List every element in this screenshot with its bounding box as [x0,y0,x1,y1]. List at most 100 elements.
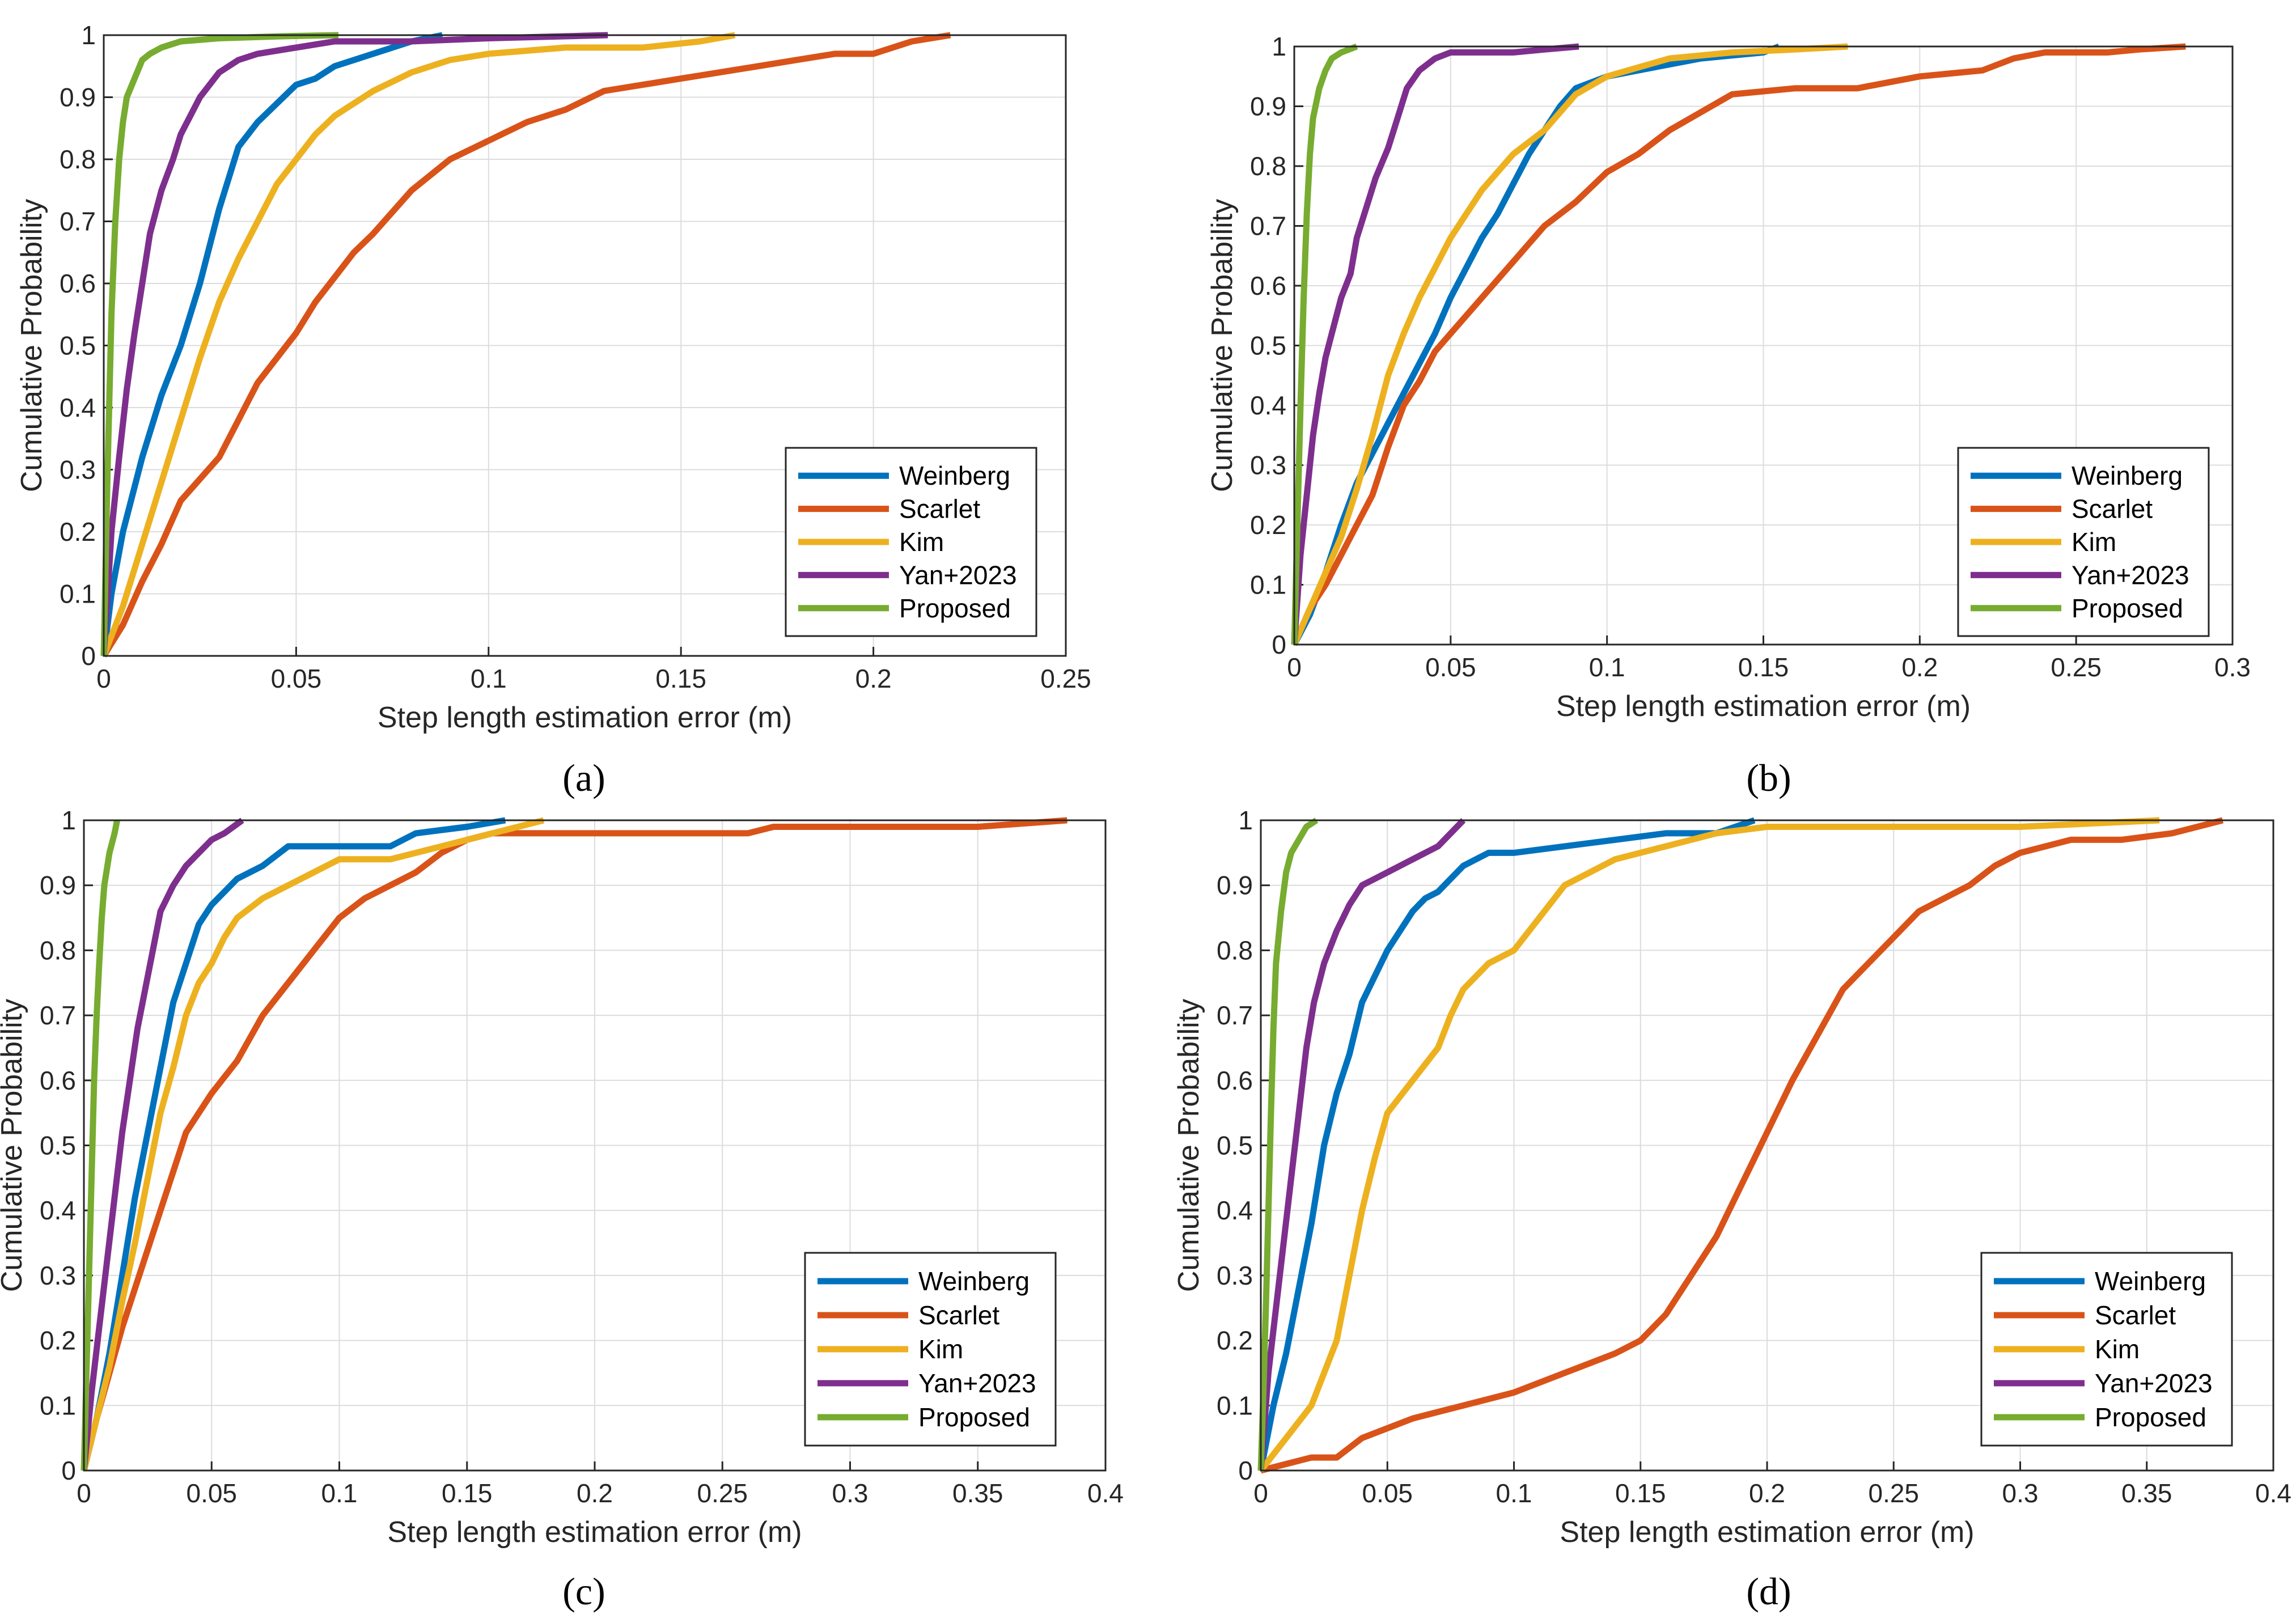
x-tick-label: 0.05 [1425,652,1476,682]
series-line-weinberg [81,817,506,1472]
y-tick-label: 0.5 [1250,331,1286,361]
y-axis-label: Cumulative Probability [1206,199,1239,492]
y-tick-label: 1 [81,20,96,50]
y-tick-label: 0.4 [40,1196,76,1225]
y-tick-label: 0.4 [60,393,96,422]
y-tick-label: 0.9 [1250,92,1286,121]
y-tick-label: 0 [61,1456,76,1485]
panel-label: (d) [1746,1570,1791,1613]
x-tick-label: 0 [77,1478,91,1508]
x-tick-label: 0.1 [321,1478,358,1508]
legend-label: Yan+2023 [2072,560,2189,590]
series-line-yan-2023 [1257,818,1466,1471]
series-line-kim [100,32,736,657]
x-tick-label: 0 [96,664,111,693]
y-tick-label: 0.6 [60,269,96,298]
series-line-yan-2023 [1291,43,1579,645]
chart-panel-b: 0 0.05 0.1 0.15 0.2 0.25 0.3 0 0.1 0.2 0.3 0.4 0.5 0.… [1206,32,2251,799]
legend-label: Scarlet [2072,494,2153,524]
axes-box [83,819,1107,1472]
y-tick-label: 0 [81,641,96,671]
y-tick-label: 0.1 [40,1391,76,1420]
x-tick-label: 0 [1287,652,1302,682]
x-tick-label: 0 [1253,1478,1268,1508]
y-tick-label: 0.8 [1250,151,1286,181]
series-line-proposed [81,819,120,1471]
x-tick-label: 0.3 [2214,652,2251,682]
x-tick-label: 0.15 [1615,1478,1666,1508]
x-tick-label: 0.35 [2121,1478,2172,1508]
series-line-proposed [1257,817,1319,1471]
y-axis-label: Cumulative Probability [0,999,28,1292]
legend-label: Weinberg [899,461,1010,490]
chart-panel-a: 0 0.05 0.1 0.15 0.2 0.25 0 0.1 0.2 0.3 0.4 0.5 0.6 0.… [15,20,1091,799]
x-axis-label: Step length estimation error (m) [1560,1516,1974,1549]
y-tick-label: 0 [1272,630,1286,659]
y-tick-label: 0.2 [60,517,96,546]
x-axis-label: Step length estimation error (m) [378,701,792,734]
y-tick-label: 0.2 [1217,1326,1253,1355]
x-tick-label: 0.25 [1868,1478,1919,1508]
legend-label: Proposed [2095,1402,2206,1432]
y-tick-label: 0 [1238,1456,1253,1485]
x-tick-label: 0.15 [442,1478,493,1508]
series-line-kim [1291,43,1848,646]
legend-label: Scarlet [2095,1300,2176,1330]
chart-panel-c: 0 0.05 0.1 0.15 0.2 0.25 0.3 0.35 0.4 0 0.1 0.2 0.3 0… [0,806,1124,1613]
x-tick-label: 0.1 [1496,1478,1532,1508]
series-line-kim [81,817,545,1472]
y-tick-label: 1 [1272,32,1286,61]
x-tick-label: 0.05 [1362,1478,1413,1508]
x-tick-label: 0.1 [1589,652,1625,682]
series-line-weinberg [100,32,443,656]
axes-box [1260,819,2274,1472]
x-tick-label: 0.05 [186,1478,237,1508]
y-tick-label: 1 [61,806,76,835]
y-axis-label: Cumulative Probability [1172,999,1205,1292]
legend-label: Yan+2023 [2095,1368,2213,1398]
legend-label: Kim [899,527,944,557]
series-line-yan-2023 [81,817,244,1471]
chart-panel-d: 0 0.05 0.1 0.15 0.2 0.25 0.3 0.35 0.4 0 0.1 0.2 0.3 0… [1172,806,2291,1613]
y-tick-label: 0.7 [40,1001,76,1030]
x-tick-label: 0.3 [2002,1478,2039,1508]
legend-label: Weinberg [918,1266,1030,1296]
y-tick-label: 0.1 [60,579,96,609]
legend-label: Kim [2072,527,2116,557]
y-tick-label: 0.2 [40,1326,76,1355]
series-line-scarlet [101,32,951,658]
x-tick-label: 0.15 [1738,652,1789,682]
y-tick-label: 0.3 [1250,451,1286,480]
x-axis-label: Step length estimation error (m) [387,1516,802,1549]
x-tick-label: 0.05 [271,664,322,693]
y-tick-label: 0.5 [40,1131,76,1160]
x-tick-label: 0.3 [832,1478,869,1508]
x-tick-label: 0.25 [2051,652,2102,682]
panel-label: (c) [562,1570,605,1613]
legend-label: Scarlet [899,494,980,524]
axes-box [103,34,1067,657]
y-tick-label: 0.6 [40,1066,76,1095]
series-line-scarlet [1260,817,2224,1474]
axes-box [1293,45,2234,646]
y-tick-label: 0.7 [60,207,96,236]
y-tick-label: 0.5 [1217,1131,1253,1160]
x-tick-label: 0.4 [2255,1478,2291,1508]
panel-label: (a) [562,756,605,799]
y-tick-label: 0.6 [1250,271,1286,300]
legend-label: Scarlet [918,1300,999,1330]
legend-label: Kim [918,1334,963,1364]
y-tick-label: 0.2 [1250,510,1286,540]
y-tick-label: 0.4 [1217,1196,1253,1225]
series-line-proposed [100,32,339,656]
y-tick-label: 0.6 [1217,1066,1253,1095]
y-tick-label: 0.7 [1250,211,1286,241]
series-line-scarlet [81,817,1067,1472]
series-line-yan-2023 [100,32,608,656]
y-tick-label: 0.4 [1250,391,1286,420]
legend-label: Weinberg [2072,461,2183,490]
